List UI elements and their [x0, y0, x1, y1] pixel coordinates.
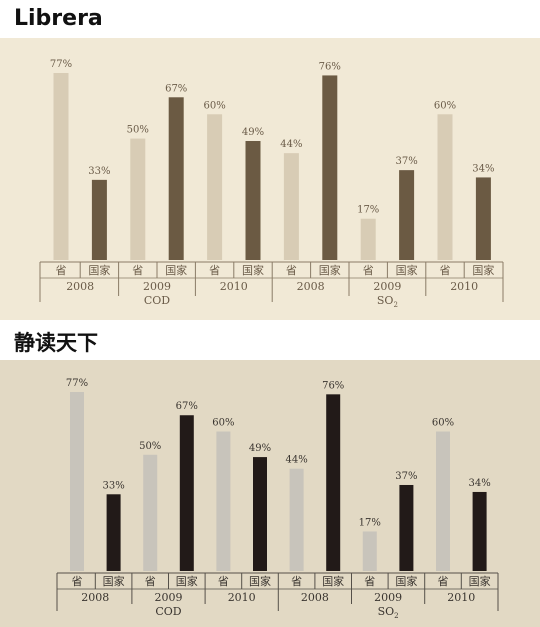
- year-label: 2008: [297, 280, 325, 293]
- bar: [283, 153, 299, 260]
- bar: [322, 75, 338, 260]
- chart-panel-jingdu: 77% 省 33% 国家 50% 省 67% 国家 60% 省 49% 国家 44% 省 76% 国家 17% 省…: [0, 360, 540, 627]
- year-label: 2009: [373, 280, 401, 293]
- bar: [168, 97, 184, 261]
- bar: [106, 494, 121, 571]
- category-label: 国家: [176, 574, 198, 588]
- bar: [70, 392, 84, 571]
- bar: [130, 138, 146, 260]
- bar: [362, 531, 377, 571]
- bar-value-label: 34%: [468, 478, 490, 489]
- year-label: 2008: [66, 280, 94, 293]
- metric-label: SO2: [378, 605, 399, 620]
- bar: [326, 394, 341, 571]
- bar: [399, 484, 414, 571]
- category-label: 国家: [469, 574, 491, 588]
- category-label: 国家: [165, 263, 187, 277]
- bar-chart-jingdu: 77% 省 33% 国家 50% 省 67% 国家 60% 省 49% 国家 44% 省 76% 国家 17% 省…: [56, 378, 499, 620]
- bar-value-label: 67%: [165, 83, 187, 94]
- bar: [53, 73, 69, 260]
- bar-value-label: 50%: [139, 441, 161, 452]
- year-label: 2009: [155, 591, 183, 604]
- bar: [245, 141, 261, 260]
- bar-value-label: 44%: [280, 139, 302, 150]
- category-label: 省: [209, 264, 220, 277]
- metric-label: COD: [155, 605, 181, 618]
- bar-value-label: 49%: [249, 443, 271, 454]
- category-label: 国家: [396, 263, 418, 277]
- category-label: 国家: [472, 263, 494, 277]
- bar: [475, 177, 491, 260]
- category-label: 省: [56, 264, 67, 277]
- chart-panel-librera: 77% 省 33% 国家 50% 省 67% 国家 60% 省 49% 国家 44% 省 76% 国家 17% 省…: [0, 38, 540, 320]
- bar: [472, 491, 487, 571]
- bar: [437, 114, 453, 261]
- year-label: 2008: [81, 591, 109, 604]
- category-label: 省: [364, 575, 375, 588]
- bar-value-label: 76%: [319, 61, 341, 72]
- category-label: 国家: [395, 574, 417, 588]
- category-label: 省: [291, 575, 302, 588]
- year-label: 2008: [301, 591, 329, 604]
- bar: [436, 431, 450, 571]
- bar-value-label: 77%: [50, 59, 72, 70]
- bar-value-label: 33%: [102, 480, 124, 491]
- bar: [360, 218, 376, 260]
- bar-value-label: 50%: [127, 125, 149, 136]
- bar-value-label: 60%: [203, 100, 225, 111]
- category-label: 国家: [103, 574, 125, 588]
- app-label-librera: Librera: [14, 6, 103, 31]
- bar: [207, 114, 223, 261]
- category-label: 省: [218, 575, 229, 588]
- bar-value-label: 44%: [285, 455, 307, 466]
- bar-value-label: 37%: [395, 156, 417, 167]
- category-label: 国家: [322, 574, 344, 588]
- category-label: 省: [438, 575, 449, 588]
- app-label-jingdu: 静读天下: [14, 331, 98, 355]
- category-label: 省: [363, 264, 374, 277]
- bar-value-label: 76%: [322, 380, 344, 391]
- bar: [91, 179, 107, 260]
- bar-value-label: 67%: [176, 401, 198, 412]
- bar-value-label: 77%: [66, 378, 88, 389]
- bar: [143, 454, 158, 571]
- category-label: 国家: [88, 263, 110, 277]
- category-label: 省: [440, 264, 451, 277]
- bar-value-label: 49%: [242, 127, 264, 138]
- year-label: 2009: [143, 280, 171, 293]
- bar-value-label: 37%: [395, 471, 417, 482]
- bar-value-label: 17%: [359, 517, 381, 528]
- metric-label: COD: [144, 294, 170, 307]
- year-label: 2010: [450, 280, 478, 293]
- category-label: 省: [286, 264, 297, 277]
- year-label: 2010: [447, 591, 475, 604]
- year-label: 2010: [220, 280, 248, 293]
- bar-value-label: 60%: [432, 418, 454, 429]
- bar-value-label: 33%: [88, 166, 110, 177]
- bar-value-label: 17%: [357, 205, 379, 216]
- year-label: 2009: [374, 591, 402, 604]
- bar: [216, 431, 231, 571]
- category-label: 国家: [319, 263, 341, 277]
- year-label: 2010: [228, 591, 256, 604]
- bar: [179, 415, 194, 571]
- category-label: 省: [145, 575, 156, 588]
- category-label: 国家: [249, 574, 271, 588]
- category-label: 省: [72, 575, 83, 588]
- category-label: 省: [132, 264, 143, 277]
- metric-label: SO2: [377, 294, 398, 309]
- category-label: 国家: [242, 263, 264, 277]
- bar: [289, 468, 304, 571]
- bar: [399, 170, 415, 260]
- bar-value-label: 60%: [212, 418, 234, 429]
- bar-value-label: 34%: [472, 163, 494, 174]
- bar-value-label: 60%: [434, 100, 456, 111]
- bar: [253, 457, 267, 571]
- bar-chart-librera: 77% 省 33% 国家 50% 省 67% 国家 60% 省 49% 国家 44% 省 76% 国家 17% 省…: [39, 59, 504, 309]
